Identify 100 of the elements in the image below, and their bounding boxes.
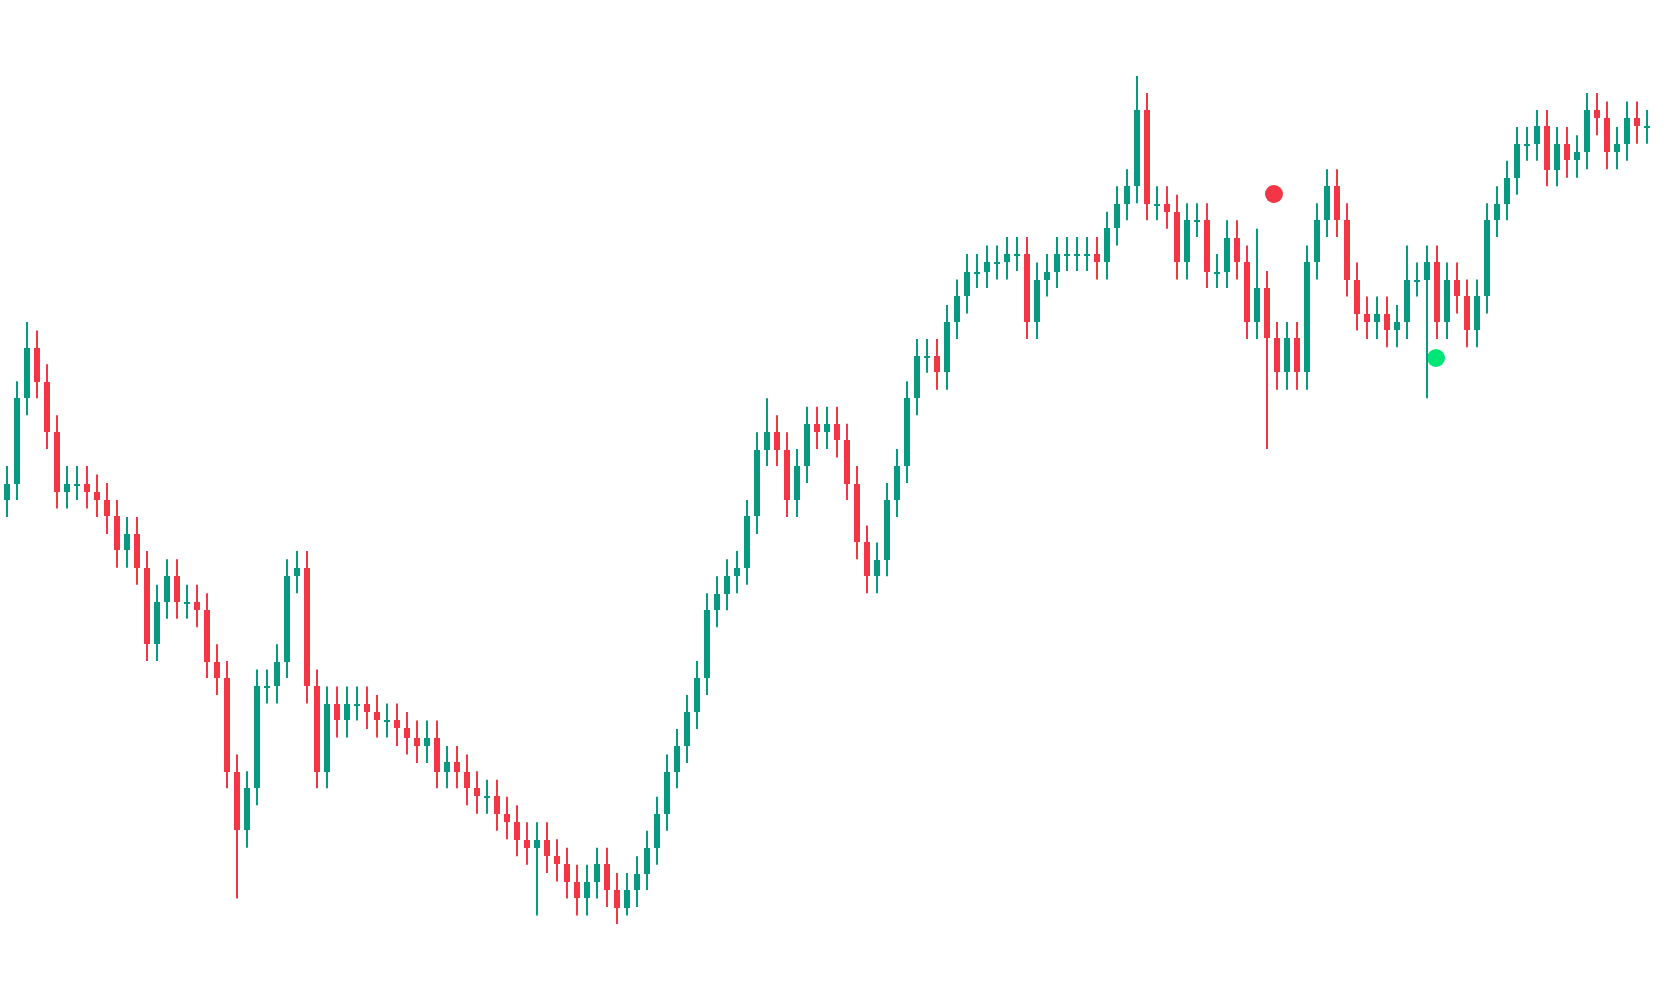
candlestick xyxy=(1504,159,1510,222)
candlestick xyxy=(34,329,40,400)
candlestick xyxy=(504,795,510,841)
candlestick xyxy=(554,838,560,883)
candlestick xyxy=(834,405,840,459)
candlestick xyxy=(624,872,630,917)
candlestick xyxy=(1284,320,1290,391)
candlestick xyxy=(1634,100,1640,145)
candlestick xyxy=(1394,303,1400,349)
candlestick xyxy=(1384,295,1390,349)
candlestick xyxy=(1314,202,1320,281)
candlestick xyxy=(1374,295,1380,340)
candlestick xyxy=(684,694,690,764)
candlestick xyxy=(1104,210,1110,281)
candlestick xyxy=(1404,244,1410,340)
candlestick xyxy=(1294,320,1300,391)
candlestick xyxy=(1424,244,1430,400)
candlestick xyxy=(1494,185,1500,239)
candlestick xyxy=(1034,261,1040,340)
candlestick xyxy=(414,719,420,764)
candlestick xyxy=(654,795,660,866)
candlestick xyxy=(244,770,250,849)
candlestick xyxy=(1474,278,1480,349)
candlestick xyxy=(334,685,340,739)
candlestick xyxy=(1454,261,1460,315)
candlestick xyxy=(74,465,80,501)
candlestick xyxy=(464,753,470,807)
candlestick xyxy=(924,337,930,374)
candlestick xyxy=(1114,185,1120,247)
candlestick xyxy=(434,719,440,790)
candlestick xyxy=(634,855,640,909)
candlestick xyxy=(864,524,870,595)
candlestick xyxy=(524,821,530,866)
candlestick xyxy=(1084,236,1090,273)
candlestick xyxy=(114,499,120,569)
candlestick xyxy=(104,482,110,535)
candlestick xyxy=(714,575,720,629)
candlestick xyxy=(1524,125,1530,162)
candlestick xyxy=(394,702,400,747)
candlestick xyxy=(604,846,610,909)
candlestick xyxy=(294,549,300,595)
candlestick xyxy=(724,558,730,612)
candlestick xyxy=(404,711,410,756)
candlestick xyxy=(994,244,1000,281)
candlestick xyxy=(934,337,940,391)
candlestick xyxy=(4,465,10,518)
candlestick xyxy=(1364,295,1370,340)
candlestick xyxy=(484,778,490,815)
candlestick xyxy=(1554,125,1560,188)
candlestick xyxy=(364,685,370,730)
candlestick xyxy=(984,244,990,289)
candlestick xyxy=(1564,125,1570,179)
candlestick xyxy=(1234,219,1240,281)
candlestick xyxy=(174,558,180,620)
candlestick xyxy=(824,405,830,451)
candlestick xyxy=(1164,185,1170,230)
candlestick xyxy=(734,549,740,595)
candlestick xyxy=(664,753,670,832)
candlestick xyxy=(1544,108,1550,188)
candlestick xyxy=(1054,236,1060,289)
candlestick xyxy=(914,337,920,417)
candlestick xyxy=(564,846,570,900)
candlestick xyxy=(344,685,350,739)
candlestick xyxy=(1124,168,1130,222)
candlestick xyxy=(764,397,770,468)
candlestick xyxy=(1594,91,1600,137)
candlestick xyxy=(574,863,580,917)
candlestick xyxy=(184,583,190,620)
candlestick xyxy=(494,778,500,832)
candlestick xyxy=(1514,125,1520,196)
candlestick xyxy=(214,643,220,697)
candlestick xyxy=(1324,168,1330,239)
candlestick xyxy=(1604,100,1610,171)
candlestick xyxy=(964,253,970,315)
candlestick xyxy=(534,821,540,917)
candlestick xyxy=(374,694,380,739)
candlestick xyxy=(1444,261,1450,340)
candlestick xyxy=(124,515,130,569)
candlestick xyxy=(64,465,70,510)
candlestick xyxy=(194,583,200,629)
candlestick xyxy=(444,744,450,790)
candlestick xyxy=(1274,320,1280,391)
candlestick xyxy=(134,515,140,586)
candlestick xyxy=(94,473,100,518)
candlestick xyxy=(774,414,780,468)
candlestick xyxy=(1414,261,1420,298)
candlestick xyxy=(474,770,480,815)
candlestick xyxy=(644,829,650,892)
candlestick xyxy=(354,685,360,722)
candlestick xyxy=(594,846,600,900)
candlestick xyxy=(274,643,280,705)
candlestick xyxy=(1584,91,1590,171)
candlestick xyxy=(1334,168,1340,239)
candlestick xyxy=(794,448,800,518)
candlestick xyxy=(584,863,590,917)
candlestick xyxy=(844,422,850,501)
candlestick xyxy=(544,821,550,875)
candlestick xyxy=(974,253,980,289)
candlestick xyxy=(1094,236,1100,281)
candlestick xyxy=(1624,100,1630,162)
